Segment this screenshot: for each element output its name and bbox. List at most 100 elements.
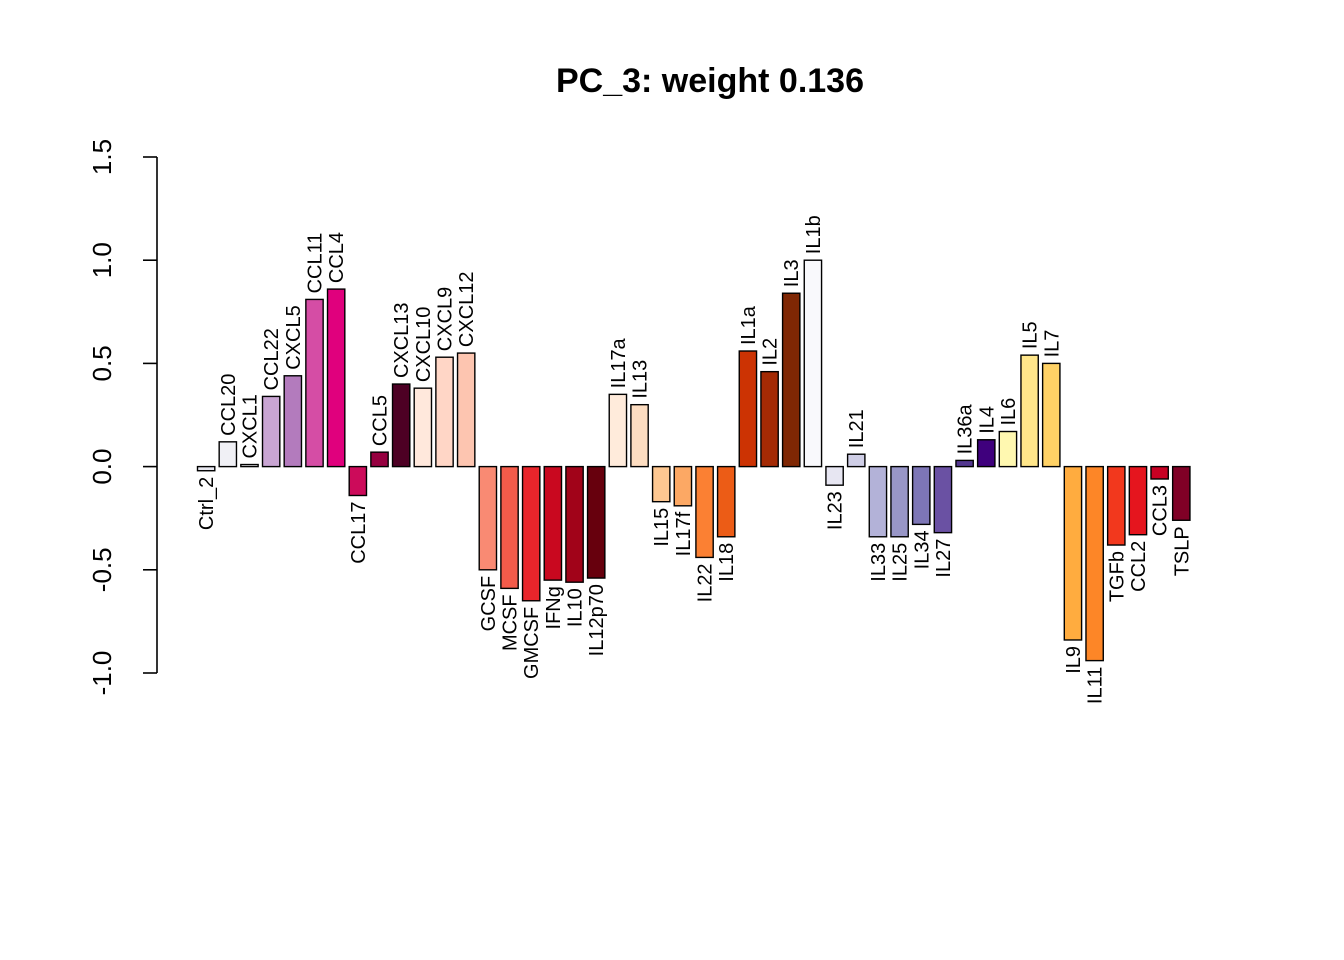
bar-il18: [716, 465, 736, 538]
bar-il7: [1041, 362, 1061, 468]
bar-il23: [825, 465, 844, 486]
bar-ctrl_2: [196, 465, 216, 472]
bar-label-il25: IL25: [890, 543, 912, 582]
bar-il2: [760, 370, 779, 468]
bar-tslp: [1171, 465, 1191, 521]
bar-il1b: [803, 259, 823, 468]
y-tick-label: -1.0: [87, 651, 117, 696]
bar-ccl3: [1150, 465, 1169, 480]
y-axis: -1.0 -0.5 0.0 0.5 1.0 1.5: [87, 139, 158, 696]
bar-il34: [911, 465, 931, 526]
bar-cxcl9: [435, 356, 454, 468]
bar-cxcl5: [283, 375, 303, 468]
bar-ccl11: [305, 298, 324, 468]
bar-label-cxcl13: CXCL13: [391, 302, 413, 378]
bar-cxcl10: [413, 387, 433, 468]
bar-tgfb: [1106, 465, 1126, 546]
bar-ifng: [543, 465, 563, 581]
y-tick-label: 1.5: [87, 139, 117, 175]
bar-il13: [630, 403, 649, 468]
bar-label-il15: IL15: [651, 508, 673, 547]
bar-mcsf: [500, 465, 519, 590]
chart-title: PC_3: weight 0.136: [556, 62, 864, 100]
bar-label-il17f: IL17f: [673, 511, 695, 556]
bar-il21: [846, 453, 866, 468]
y-tick-label: 0.0: [87, 449, 117, 485]
bar-il3: [781, 292, 801, 468]
bar-il27: [933, 465, 953, 534]
bar-cxcl13: [391, 383, 411, 468]
y-tick-label: 1.0: [87, 242, 117, 278]
bar-label-il34: IL34: [911, 530, 933, 569]
bar-label-il33: IL33: [868, 543, 890, 582]
bar-label-il4: IL4: [976, 406, 998, 434]
bar-ccl17: [348, 465, 368, 497]
bar-label-ccl20: CCL20: [218, 374, 240, 436]
bar-label-tslp: TSLP: [1171, 526, 1193, 576]
bar-gcsf: [478, 465, 498, 571]
bar-il4: [976, 439, 996, 468]
bar-label-il3: IL3: [781, 259, 803, 287]
bar-label-ccl4: CCL4: [326, 232, 348, 283]
bar-label-il1b: IL1b: [803, 215, 825, 254]
bar-cxcl1: [240, 463, 259, 468]
bar-label-cxcl12: CXCL12: [456, 271, 478, 347]
bar-label-mcsf: MCSF: [500, 594, 522, 651]
bar-cxcl12: [456, 352, 476, 468]
bar-il25: [890, 465, 909, 538]
bar-il6: [998, 430, 1018, 468]
bar-label-ccl2: CCL2: [1128, 541, 1150, 592]
bars: [196, 259, 1191, 662]
y-tick-label: -0.5: [87, 547, 117, 592]
bar-label-ccl3: CCL3: [1150, 485, 1172, 536]
bar-label-il13: IL13: [630, 360, 652, 399]
bar-label-il21: IL21: [846, 409, 868, 448]
bar-ccl2: [1128, 465, 1148, 536]
bar-il12p70: [586, 465, 606, 579]
bar-il11: [1085, 465, 1104, 662]
y-tick-label: 0.5: [87, 345, 117, 381]
bar-il22: [695, 465, 714, 559]
bar-il36a: [955, 459, 974, 468]
bar-label-ccl17: CCL17: [348, 501, 370, 563]
bar-label-il6: IL6: [998, 398, 1020, 426]
bar-il5: [1020, 354, 1039, 468]
bar-label-il36a: IL36a: [955, 403, 977, 454]
bar-label-ccl11: CCL11: [305, 233, 327, 294]
bar-label-cxcl9: CXCL9: [435, 287, 457, 351]
bar-label-il18: IL18: [716, 543, 738, 582]
bar-label-il2: IL2: [760, 338, 782, 366]
bar-label-il9: IL9: [1063, 646, 1085, 674]
bar-ccl4: [326, 288, 346, 468]
bar-label-il12p70: IL12p70: [586, 584, 608, 656]
bar-ccl22: [261, 395, 281, 468]
bar-label-il22: IL22: [695, 563, 717, 602]
bar-ccl5: [370, 451, 389, 468]
bar-il1a: [738, 350, 758, 468]
bar-label-ccl22: CCL22: [261, 328, 283, 390]
bar-label-il7: IL7: [1041, 330, 1063, 358]
bar-label-il11: IL11: [1085, 667, 1107, 704]
bar-il33: [868, 465, 888, 538]
bar-il10: [565, 465, 584, 583]
bar-label-tgfb: TGFb: [1106, 551, 1128, 602]
bar-label-cxcl10: CXCL10: [413, 307, 435, 383]
bar-label-ccl5: CCL5: [370, 395, 392, 446]
bar-label-il23: IL23: [825, 491, 847, 530]
bar-label-ctrl_2: Ctrl_2: [196, 477, 218, 530]
bar-label-il17a: IL17a: [608, 337, 630, 388]
bar-il17f: [673, 465, 693, 507]
bar-il17a: [608, 393, 628, 468]
bar-il9: [1063, 465, 1083, 641]
bar-label-il1a: IL1a: [738, 305, 760, 345]
bar-label-il5: IL5: [1020, 321, 1042, 349]
bar-label-gmcsf: GMCSF: [521, 607, 543, 679]
bar-label-ifng: IFNg: [543, 586, 565, 629]
bar-label-gcsf: GCSF: [478, 576, 500, 632]
bar-ccl20: [218, 441, 238, 468]
bar-label-cxcl5: CXCL5: [283, 305, 305, 369]
bar-label-il27: IL27: [933, 539, 955, 578]
bar-il15: [651, 465, 671, 503]
